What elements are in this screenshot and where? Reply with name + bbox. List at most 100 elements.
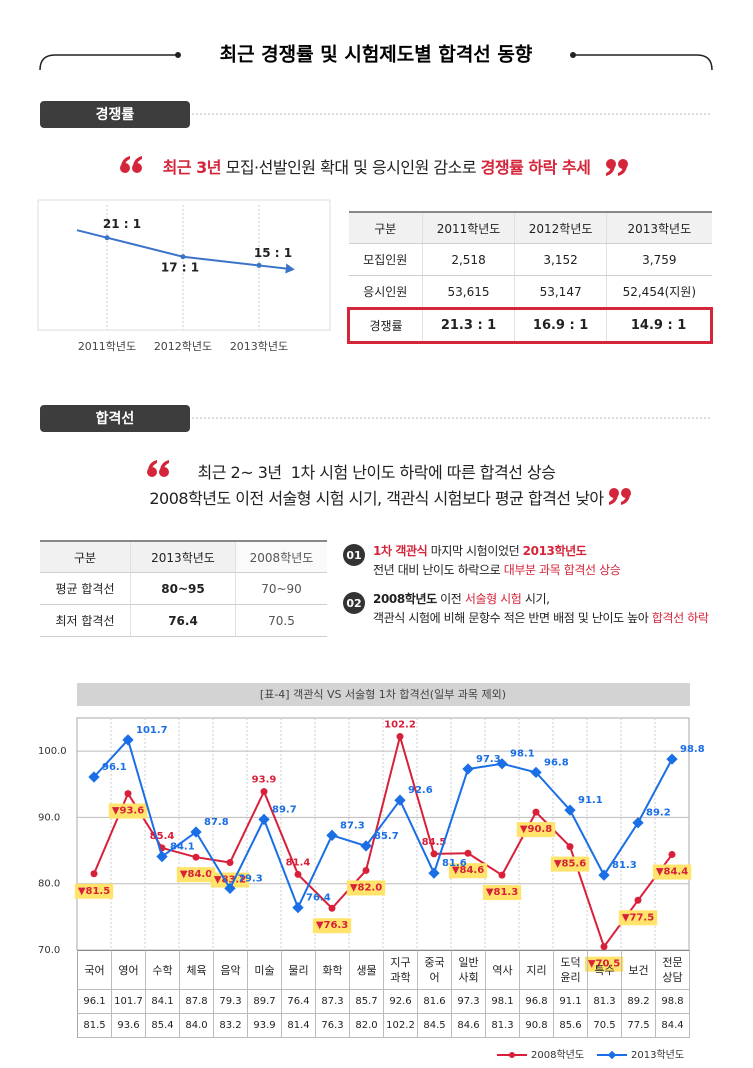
competition-table: 구분 2011학년도 2012학년도 2013학년도 모집인원 2,518 3,152 3,7… [347,211,713,344]
data-label: ▼76.3 [316,920,348,931]
table-cell: 81.3 [486,1014,520,1038]
table-cell: 70.5 [235,604,327,637]
quote-emphasis: 경쟁률 하락 추세 [480,158,591,177]
data-label: 84.1 [170,842,195,853]
table-cell: 52,454(지원) [606,275,712,309]
marker [90,870,98,878]
marker [224,882,236,895]
data-label: 89.7 [272,804,297,815]
table-cell: 84.0 [180,1014,214,1038]
table-cell: 14.9 : 1 [606,307,713,344]
note-emphasis: 1차 객관식 [373,544,428,558]
data-label: ▼90.8 [520,824,552,835]
data-label: ▼83.2 [214,875,246,886]
quote-mark [606,159,628,176]
data-label: 85.7 [374,831,399,842]
line-lead [76,229,108,239]
table-cell: 84.6 [452,1014,486,1038]
header-rule [574,54,713,71]
data-label: 101.7 [136,725,168,736]
quote: 2008학년도 이전 서술형 시험 시기, 객관식 시험보다 평균 합격선 낮아 [0,485,753,509]
table-cell: 70.5 [588,1014,622,1038]
marker [124,790,132,798]
table-header-cell: 2013학년도 [130,540,236,573]
legend-label: 2013학년도 [631,1049,684,1061]
x-tick-label: 물리 [282,950,316,990]
table-cell: 85.7 [350,990,384,1014]
table-cell: 98.8 [656,990,690,1014]
label-box [482,885,522,901]
table-row: 경쟁률 21.3 : 1 16.9 : 1 14.9 : 1 [347,307,713,344]
table-cell: 16.9 : 1 [514,307,607,344]
table-cell: 93.6 [112,1014,146,1038]
table-cell: 53,147 [514,275,607,309]
marker [360,840,372,852]
quote-text: 최근 2~ 3년 1차 시험 난이도 하락에 따른 합격선 상승 [197,463,557,482]
table-cell: 96.8 [520,990,554,1014]
quote-text: 모집·선발인원 확대 및 응시인원 감소로 [221,158,481,177]
arrow-head [285,263,295,274]
marker [394,794,406,806]
data-label: 76.4 [306,893,331,904]
table-cell: 87.8 [180,990,214,1014]
marker [294,870,302,878]
quote: 최근 3년 모집·선발인원 확대 및 응시인원 감소로 경쟁률 하락 추세 [0,154,753,178]
table-cell: 101.7 [112,990,146,1014]
data-label: 102.2 [384,720,416,731]
table-cell: 82.0 [350,1014,384,1038]
note-emphasis: 2013학년도 [522,544,587,558]
data-label: 81.3 [612,860,637,871]
table-cell: 76.4 [282,990,316,1014]
chart-frame [37,199,331,331]
data-label: 89.2 [646,808,671,819]
x-tick-label: 전문 상담 [656,950,690,990]
marker [292,901,304,914]
table-header-cell: 2008학년도 [235,540,327,573]
table-cell: 87.3 [316,990,350,1014]
marker [258,813,270,826]
table-header-cell: 구분 [40,540,131,573]
header-dot [570,52,576,58]
x-tick-label: 일반 사회 [452,950,486,990]
marker [190,826,202,838]
table-header-cell: 2013학년도 [606,211,712,244]
label-box [210,872,250,888]
table-cell: 84.4 [656,1014,690,1038]
label-box [312,918,352,934]
table-row: 구분 2011학년도 2012학년도 2013학년도 [348,211,712,244]
score-table: 국어 영어 수학 체육 음악 미술 물리 화학 생물 지구 과학 중국 어 일반 사회 역사 지리 도덕 윤… [77,950,690,1038]
table-row: 평균 합격선 80~95 70~90 [40,572,327,605]
data-label: 91.1 [578,795,603,806]
table-cell: 53,615 [421,275,515,309]
y-tick-label: 80.0 [38,879,60,890]
table-cell: 81.6 [418,990,452,1014]
y-tick-label: 100.0 [38,746,67,757]
label-box [176,867,216,883]
label-box [74,883,114,899]
table-cell: 90.8 [520,1014,554,1038]
note-emphasis: 대부분 과목 합격선 상승 [503,563,621,577]
note: 1차 객관식 마지막 시험이었던 2013학년도 전년 대비 난이도 하락으로 … [373,542,621,580]
note-emphasis: 서술형 시험 [464,592,522,606]
x-tick-label: 지리 [520,950,554,990]
table-cell: 2,518 [421,243,515,276]
marker [104,235,110,241]
data-table: 구분 2011학년도 2012학년도 2013학년도 모집인원 2,518 3,152 3,7… [347,211,713,344]
data-label: 96.8 [544,757,569,768]
section-tab-label: 합격선 [96,410,135,427]
page-title: 최근 경쟁률 및 시험제도별 합격선 동향 [220,44,533,66]
table-cell: 81.4 [282,1014,316,1038]
data-label: ▼84.4 [656,867,688,878]
data-label: 85.4 [150,831,175,842]
marker [328,904,336,912]
data-label: ▼81.3 [486,887,518,898]
marker [566,843,574,851]
data-label: 92.6 [408,785,433,796]
table-cell: 응시인원 [348,275,423,309]
marker [600,943,608,951]
table-cell: 76.4 [130,604,236,637]
note-text: 마지막 시험이었던 [427,544,523,558]
legend-marker [509,1052,515,1058]
data-label: 79.3 [238,873,263,884]
label-box [516,822,556,838]
